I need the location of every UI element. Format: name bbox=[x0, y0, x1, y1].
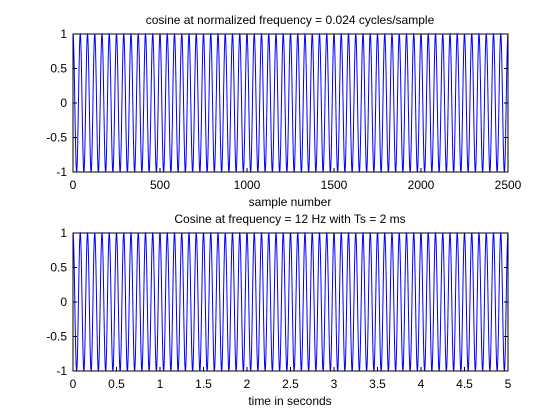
x-tick-label: 2 bbox=[244, 377, 251, 391]
y-tick-label: -1 bbox=[56, 165, 67, 179]
x-tick-label: 500 bbox=[150, 178, 170, 192]
x-tick-label: 1 bbox=[157, 377, 164, 391]
y-tick-label: -0.5 bbox=[46, 131, 67, 145]
x-axis-label-2: time in seconds bbox=[248, 394, 331, 408]
y-tick-label: 1 bbox=[60, 27, 67, 41]
x-tick-label: 4 bbox=[418, 377, 425, 391]
plot-area-1 bbox=[72, 33, 509, 173]
x-tick-label: 1000 bbox=[234, 178, 261, 192]
x-tick-label: 0 bbox=[70, 377, 77, 391]
y-tick-label: -0.5 bbox=[46, 330, 67, 344]
x-axis-label-1: sample number bbox=[249, 195, 332, 209]
ticks-1: 0 500 1000 1500 2000 2500 -1 -0.5 0 0.5 1 bbox=[46, 27, 521, 192]
y-tick-label: 0 bbox=[60, 295, 67, 309]
x-tick-label: 3.5 bbox=[369, 377, 386, 391]
x-tick-label: 0 bbox=[70, 178, 77, 192]
y-tick-label: 0.5 bbox=[50, 62, 67, 76]
chart-title-1: cosine at normalized frequency = 0.024 c… bbox=[146, 13, 435, 27]
chart-title-2: Cosine at frequency = 12 Hz with Ts = 2 … bbox=[174, 212, 405, 226]
subplot-2: Cosine at frequency = 12 Hz with Ts = 2 … bbox=[46, 212, 511, 408]
x-tick-label: 2500 bbox=[495, 178, 522, 192]
y-tick-label: 0 bbox=[60, 96, 67, 110]
ticks-2: 0 0.5 1 1.5 2 2.5 3 3.5 4 4.5 5 -1 -0.5 0 0.5 1 bbox=[46, 226, 511, 391]
x-tick-label: 5 bbox=[505, 377, 512, 391]
x-tick-label: 3 bbox=[331, 377, 338, 391]
series-line-1 bbox=[72, 32, 509, 173]
x-tick-label: 4.5 bbox=[456, 377, 473, 391]
y-tick-label: 0.5 bbox=[50, 261, 67, 275]
x-tick-label: 2000 bbox=[408, 178, 435, 192]
x-tick-label: 1500 bbox=[321, 178, 348, 192]
x-tick-label: 1.5 bbox=[195, 377, 212, 391]
y-tick-label: 1 bbox=[60, 226, 67, 240]
subplot-1: cosine at normalized frequency = 0.024 c… bbox=[46, 13, 521, 209]
y-tick-label: -1 bbox=[56, 364, 67, 378]
plot-area-2 bbox=[72, 232, 509, 372]
x-tick-label: 0.5 bbox=[108, 377, 125, 391]
x-tick-label: 2.5 bbox=[282, 377, 299, 391]
